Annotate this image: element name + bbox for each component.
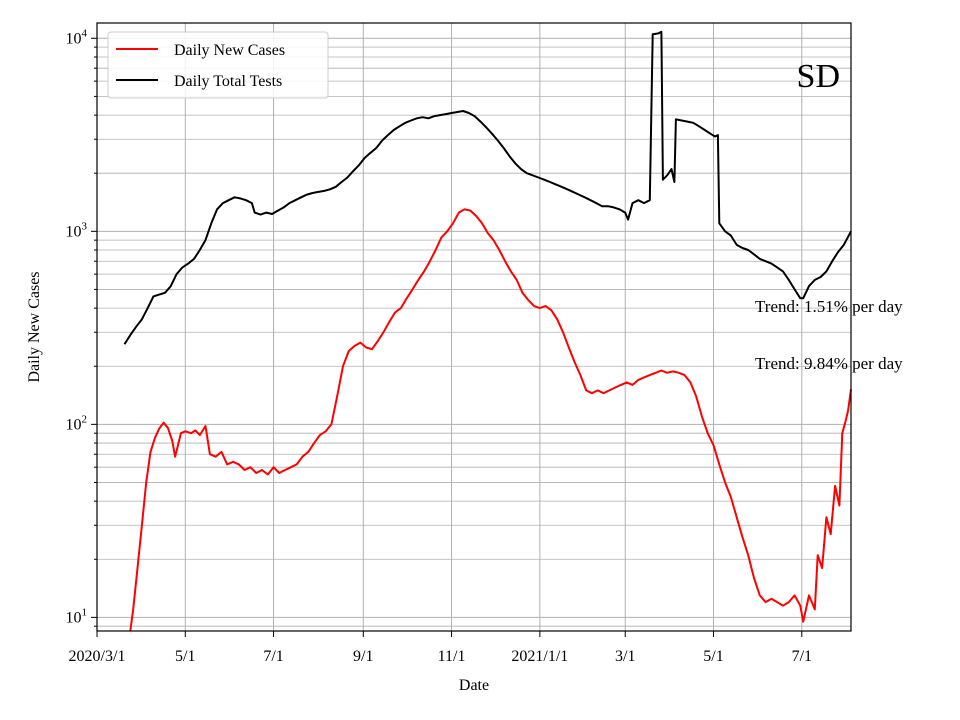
legend-box — [107, 31, 329, 99]
x-tick-label: 9/1 — [353, 648, 373, 665]
x-tick-label: 5/1 — [703, 648, 723, 665]
y-tick-label: 101 — [66, 606, 88, 626]
series-line-daily-new-cases — [129, 208, 852, 632]
x-tick-label: 3/1 — [615, 648, 635, 665]
y-tick-label: 104 — [66, 27, 88, 47]
legend-label-daily-new-cases: Daily New Cases — [174, 42, 285, 59]
x-axis-title: Date — [459, 677, 489, 694]
series-layer — [123, 30, 852, 632]
x-axis: 2020/3/1 5/1 7/1 9/1 11/1 2021/1/1 3/1 5/1 7/1 — [69, 631, 812, 665]
trend-annotation-tests: Trend: 1.51% per day — [755, 297, 903, 316]
x-tick-label: 5/1 — [175, 648, 195, 665]
series-line-daily-total-tests — [123, 30, 852, 345]
x-tick-label: 7/1 — [263, 648, 283, 665]
x-tick-label: 11/1 — [438, 648, 466, 665]
y-tick-label: 102 — [66, 413, 88, 433]
y-tick-label: 103 — [66, 220, 88, 240]
legend-label-daily-total-tests: Daily Total Tests — [174, 73, 282, 90]
plot-frame — [96, 22, 852, 632]
x-tick-label: 7/1 — [792, 648, 812, 665]
y-axis-title: Daily New Cases — [26, 271, 43, 382]
x-tick-label: 2020/3/1 — [69, 648, 126, 665]
state-label: SD — [797, 58, 840, 95]
legend: Daily New Cases Daily Total Tests — [107, 31, 329, 99]
trend-annotation-cases: Trend: 9.84% per day — [755, 354, 903, 373]
y-axis: 101 102 103 104 — [66, 27, 97, 627]
x-tick-label: 2021/1/1 — [511, 648, 568, 665]
